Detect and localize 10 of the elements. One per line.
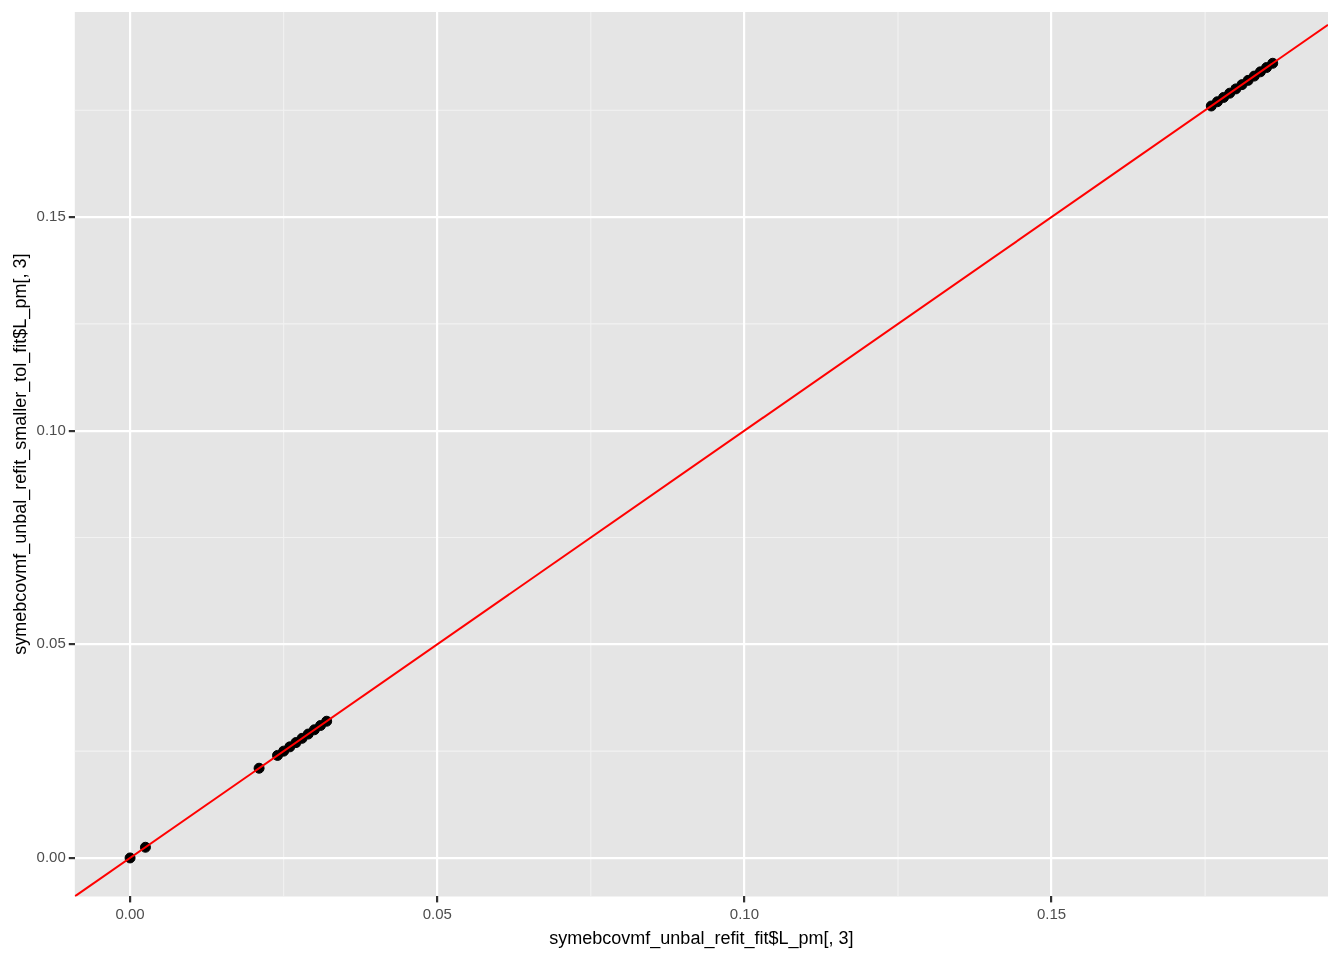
x-tick-label: 0.05 <box>422 904 452 922</box>
y-tick-label: 0.05 <box>36 634 66 652</box>
y-tick-label: 0.10 <box>36 420 66 438</box>
x-tick-label: 0.15 <box>1036 904 1067 922</box>
y-tick-label: 0.15 <box>36 207 66 225</box>
x-axis-title: symebcovmf_unbal_refit_fit$L_pm[, 3] <box>549 928 854 950</box>
x-tick-label: 0.10 <box>729 904 759 922</box>
y-tick-label: 0.00 <box>36 848 66 866</box>
x-tick-label: 0.00 <box>115 904 145 922</box>
y-axis-title: symebcovmf_unbal_refit_smaller_tol_fit$L_pm[, 3] <box>9 253 31 655</box>
